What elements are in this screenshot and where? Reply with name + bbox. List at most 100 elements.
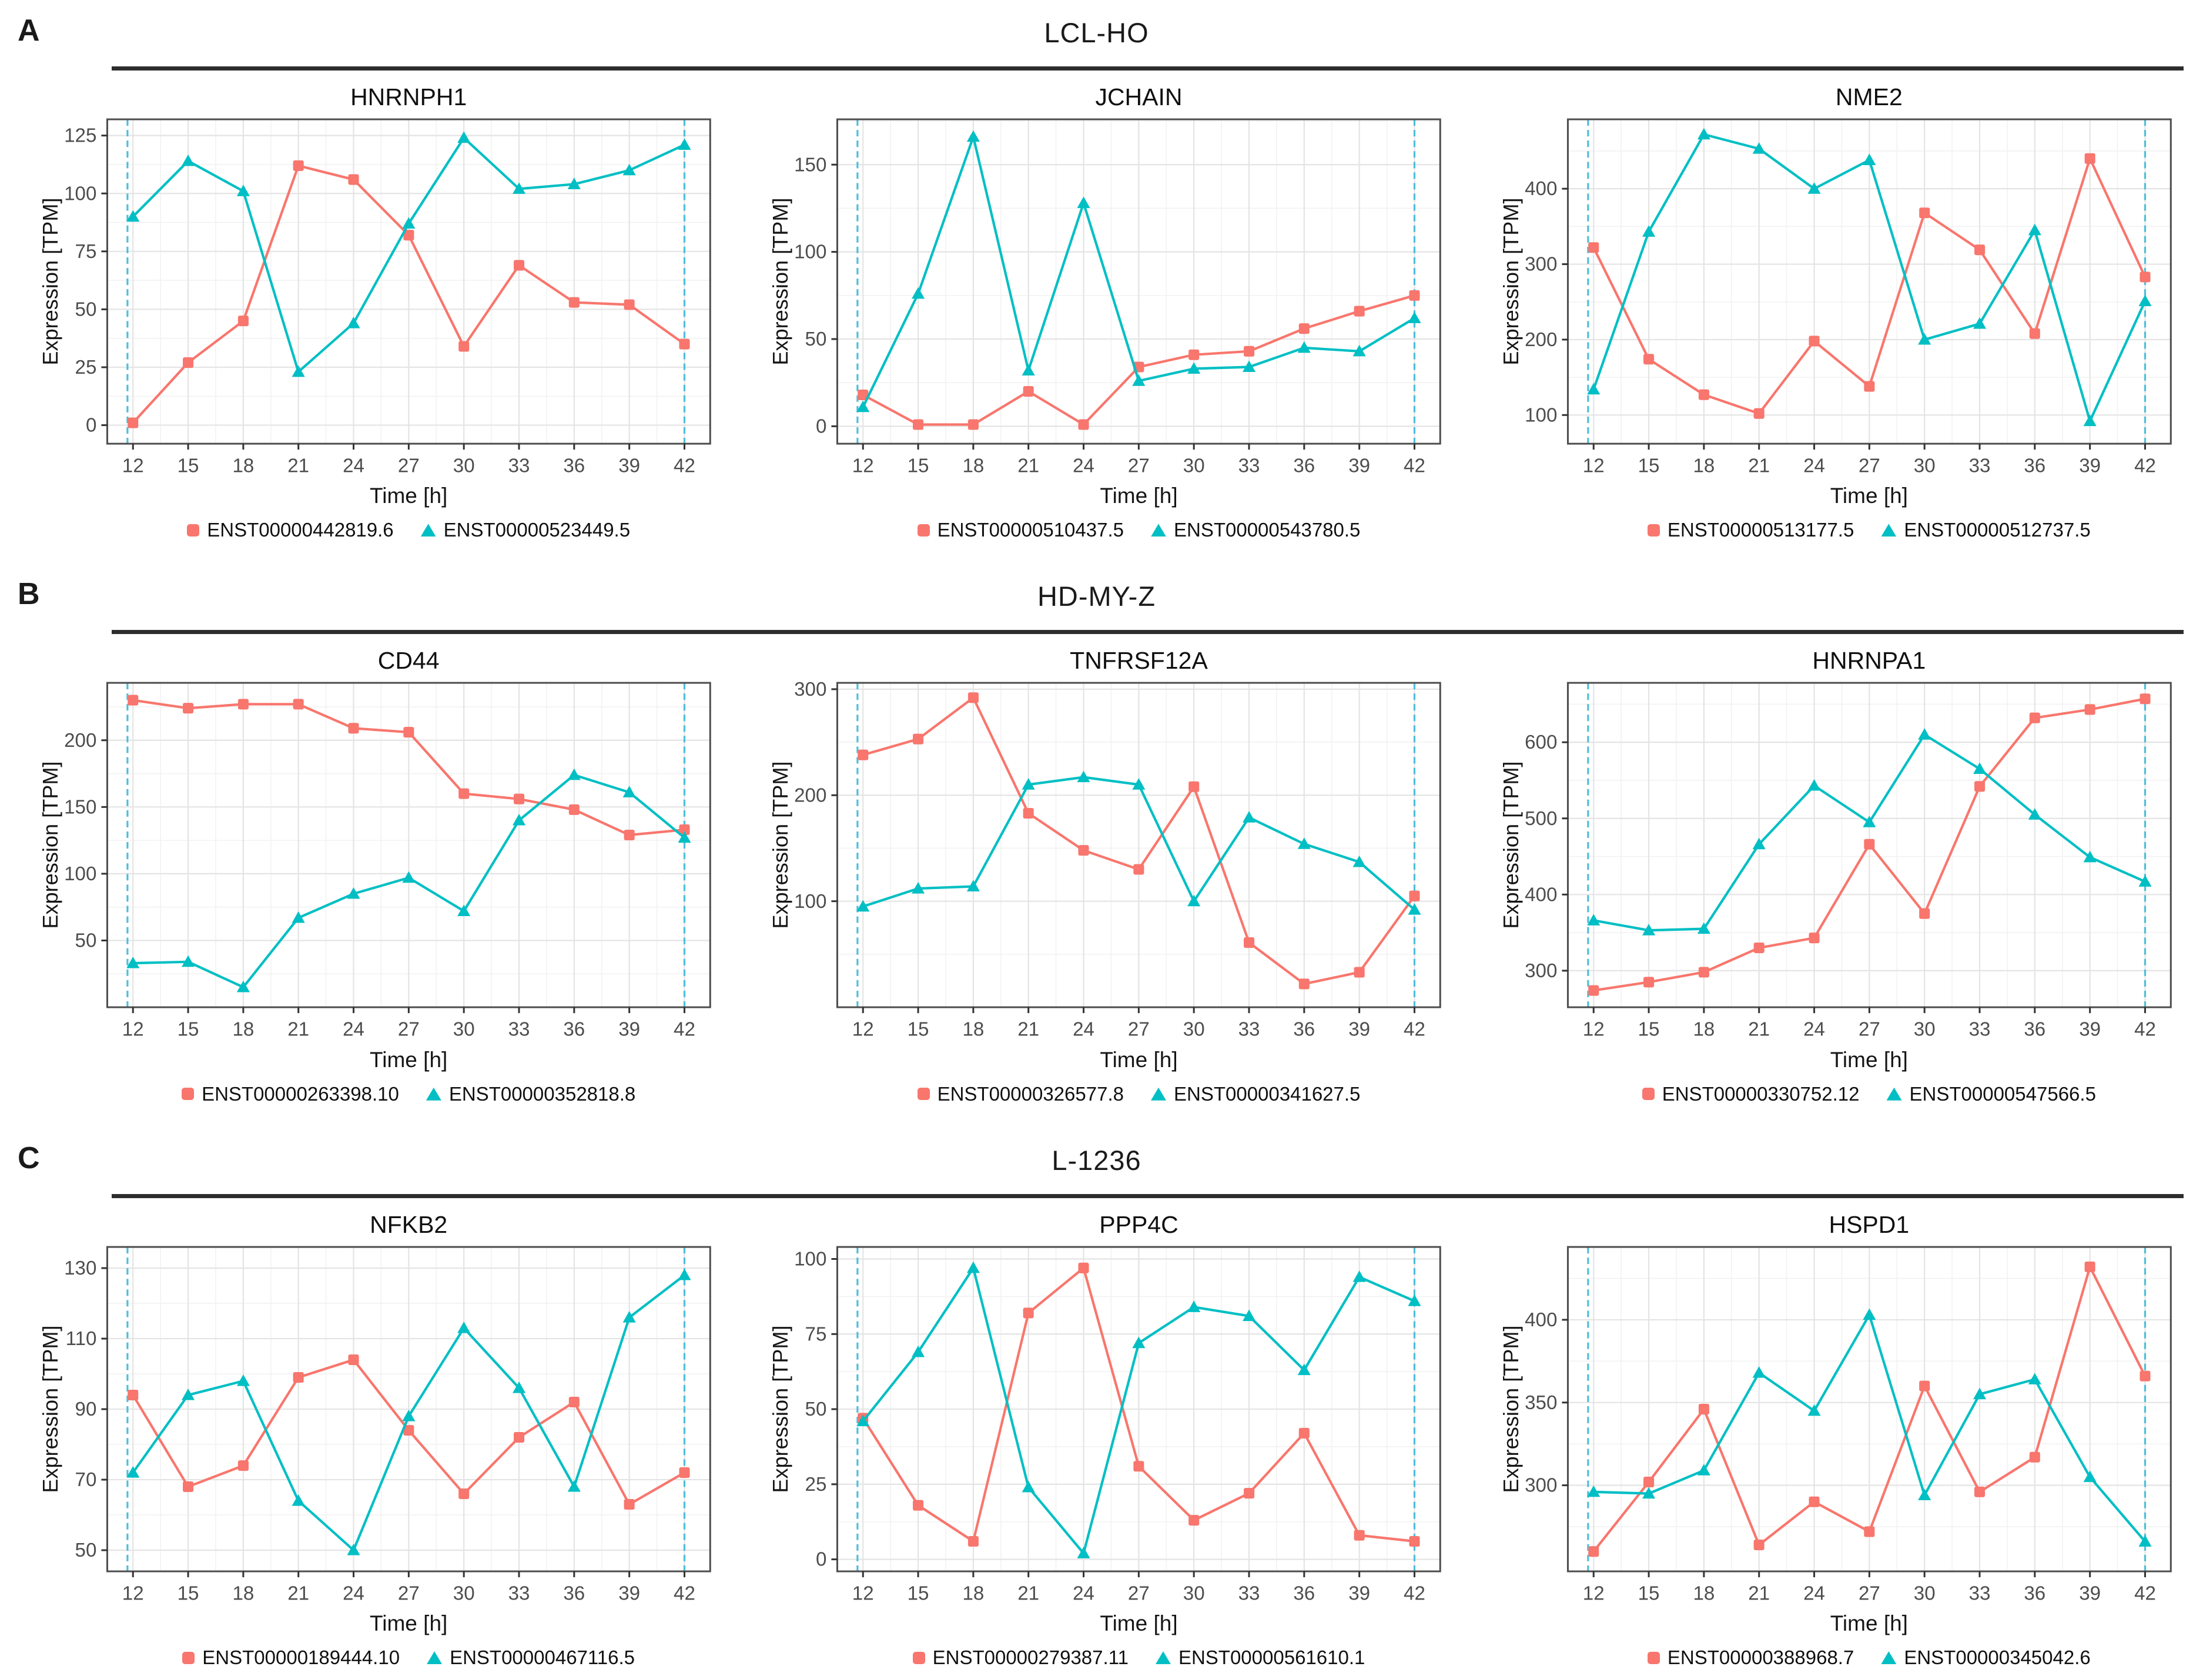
svg-text:21: 21 [1748,455,1770,477]
svg-text:33: 33 [1968,1019,1990,1041]
svg-text:200: 200 [64,730,96,752]
svg-text:Expression [TPM]: Expression [TPM] [768,198,792,365]
svg-text:Expression [TPM]: Expression [TPM] [38,1325,62,1493]
svg-text:18: 18 [963,1019,985,1041]
legend-triangle-marker-icon [426,1087,441,1101]
chart-title: NFKB2 [370,1210,448,1238]
legend-square-marker-icon [917,1088,930,1101]
svg-text:90: 90 [75,1399,97,1420]
svg-text:25: 25 [805,1474,827,1495]
x-axis-label: Time [h] [1830,1611,1908,1636]
svg-text:33: 33 [1968,1582,1990,1604]
legend-entry: ENST00000561610.1 [1155,1647,1365,1669]
svg-text:Expression [TPM]: Expression [TPM] [1499,1325,1523,1493]
panel-a-header: A LCL-HO [0,5,2193,71]
svg-text:39: 39 [618,455,640,477]
chart-row-a: HNRNPH1 12 15 18 21 24 27 30 33 36 39 42 0 25 50 75 100… [0,71,2193,541]
svg-text:24: 24 [1073,1582,1094,1604]
svg-text:Expression [TPM]: Expression [TPM] [768,762,792,929]
svg-text:27: 27 [1859,1582,1880,1604]
legend-triangle-marker-icon [1881,1651,1897,1665]
svg-text:50: 50 [805,1399,827,1420]
legend-square-marker-icon [1647,1651,1660,1664]
legend: ENST00000513177.5 ENST00000512737.5 [1557,519,2181,541]
svg-text:27: 27 [398,1019,420,1041]
svg-text:21: 21 [1748,1582,1770,1604]
legend-label: ENST00000467116.5 [450,1647,635,1669]
chart-title: CD44 [377,647,440,675]
svg-text:27: 27 [1128,455,1150,477]
chart-cell: PPP4C 12 15 18 21 24 27 30 33 36 39 42 0 25 50 75 100 Ex… [766,1205,1451,1669]
svg-text:39: 39 [2079,1582,2101,1604]
chart-cell: JCHAIN 12 15 18 21 24 27 30 33 36 39 42 0 50 100 150 Ex… [766,78,1451,541]
legend-label: ENST00000263398.10 [202,1082,399,1105]
legend-entry: ENST00000442819.6 [187,519,394,541]
svg-text:Expression [TPM]: Expression [TPM] [768,1325,792,1493]
svg-text:125: 125 [64,125,96,147]
legend-square-marker-icon [182,1651,195,1664]
svg-text:18: 18 [232,1019,254,1041]
chart-title: HNRNPA1 [1812,647,1926,675]
legend-entry: ENST00000512737.5 [1881,519,2091,541]
legend-label: ENST00000510437.5 [937,519,1124,541]
legend-entry: ENST00000467116.5 [427,1647,635,1669]
svg-text:200: 200 [794,785,826,807]
svg-text:21: 21 [1018,1582,1040,1604]
x-axis-label: Time [h] [370,1047,448,1072]
svg-text:300: 300 [1525,254,1557,276]
panel-b-header: B HD-MY-Z [0,568,2193,635]
panel-divider-line [112,1193,2184,1198]
chart-row-c: NFKB2 12 15 18 21 24 27 30 33 36 39 42 50 70 90 110 130… [0,1198,2193,1669]
svg-text:18: 18 [232,1582,254,1604]
legend-entry: ENST00000523449.5 [420,519,631,541]
svg-text:12: 12 [1582,1582,1604,1604]
x-axis-label: Time [h] [1100,1047,1178,1072]
svg-text:12: 12 [122,1019,144,1041]
svg-text:500: 500 [1525,808,1557,830]
svg-text:36: 36 [1294,1019,1315,1041]
svg-text:100: 100 [794,1248,826,1270]
chart-title: HSPD1 [1829,1210,1910,1238]
legend-entry: ENST00000513177.5 [1647,519,1854,541]
svg-text:12: 12 [852,1019,874,1041]
svg-text:39: 39 [1349,1582,1371,1604]
line-plot: 12 15 18 21 24 27 30 33 36 39 42 0 25 50 75 100 125 Expre… [38,118,711,477]
svg-text:24: 24 [1073,1019,1094,1041]
panel-letter: A [18,14,40,48]
legend-square-marker-icon [917,524,930,536]
svg-text:15: 15 [1638,1582,1659,1604]
svg-text:15: 15 [908,1582,929,1604]
svg-text:18: 18 [963,455,985,477]
svg-text:39: 39 [618,1019,640,1041]
legend-triangle-marker-icon [1155,1651,1171,1665]
svg-text:39: 39 [1349,1019,1371,1041]
svg-text:42: 42 [2134,455,2156,477]
svg-text:110: 110 [66,1328,97,1350]
svg-text:21: 21 [1018,455,1040,477]
line-plot: 12 15 18 21 24 27 30 33 36 39 42 50 70 90 110 130 Expres… [38,1246,711,1604]
line-plot: 12 15 18 21 24 27 30 33 36 39 42 300 350 400Expressio… [1499,1246,2172,1604]
svg-text:50: 50 [75,299,97,320]
svg-text:12: 12 [122,1582,144,1604]
svg-text:12: 12 [1582,455,1604,477]
legend-square-marker-icon [1647,524,1660,536]
svg-text:36: 36 [1294,455,1315,477]
svg-text:24: 24 [1073,455,1094,477]
svg-text:24: 24 [1803,1019,1825,1041]
svg-text:18: 18 [963,1582,985,1604]
legend-triangle-marker-icon [1881,524,1897,537]
svg-text:Expression [TPM]: Expression [TPM] [1499,762,1523,929]
legend-entry: ENST00000279387.11 [912,1647,1129,1669]
svg-text:27: 27 [1859,455,1880,477]
legend-label: ENST00000523449.5 [443,519,631,541]
svg-text:Expression [TPM]: Expression [TPM] [1499,198,1523,365]
svg-text:42: 42 [1404,1019,1425,1041]
svg-text:33: 33 [508,455,530,477]
svg-text:100: 100 [794,891,826,913]
svg-text:100: 100 [1525,404,1557,426]
chart-title: NME2 [1835,83,1903,110]
svg-text:300: 300 [1525,1474,1557,1496]
svg-text:39: 39 [618,1582,640,1604]
svg-text:Expression [TPM]: Expression [TPM] [38,762,62,929]
